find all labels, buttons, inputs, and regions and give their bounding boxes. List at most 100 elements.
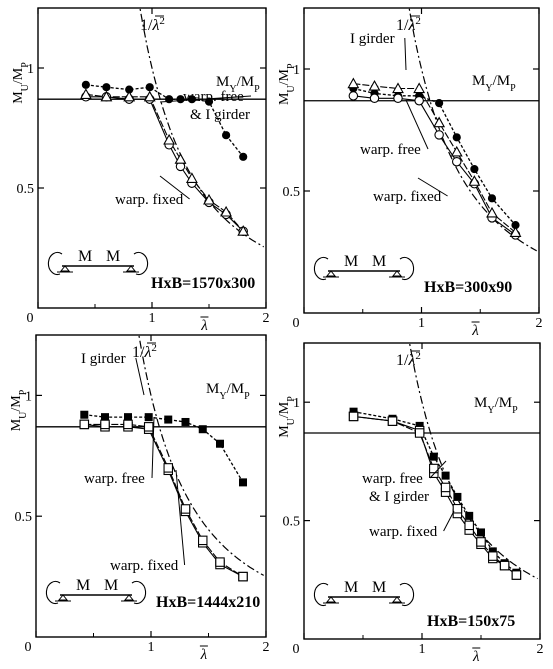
plot-frame xyxy=(303,7,540,314)
x-tick-label: 0 xyxy=(293,316,300,331)
data-point-series-1 xyxy=(181,417,190,426)
data-point-series-3 xyxy=(215,557,225,567)
annotation-2: warp. free xyxy=(84,416,155,487)
x-tick-label: 0 xyxy=(25,640,32,655)
x-tick-label: 1 xyxy=(418,316,425,331)
svg-text:M: M xyxy=(76,577,90,594)
y-tick-label: 0.5 xyxy=(283,515,301,530)
elastic-curve-label: 1/λ2 xyxy=(396,350,421,369)
data-point-series-3 xyxy=(486,206,498,218)
y-tick-label: 1 xyxy=(25,389,32,404)
curves xyxy=(304,8,539,252)
data-point-series-3 xyxy=(464,520,474,531)
svg-text:warp. free: warp. free xyxy=(183,89,244,105)
x-tick-label: 2 xyxy=(263,311,270,326)
data-point-series-3 xyxy=(347,77,360,89)
x-tick-label: 0 xyxy=(293,642,300,657)
elastic-curve-label: 1/λ2 xyxy=(140,15,165,34)
svg-text:warp. free: warp. free xyxy=(84,471,145,487)
curves xyxy=(304,343,540,580)
data-point-series-3 xyxy=(143,90,156,102)
annotation-3: warp. fixed xyxy=(369,510,455,540)
specimen-label: HxB=300x90 xyxy=(424,279,512,296)
x-tick-label: 2 xyxy=(263,640,270,655)
elastic-buckling-curve xyxy=(408,343,538,580)
data-point-series-2 xyxy=(434,130,444,140)
data-point-series-2 xyxy=(451,156,462,167)
data-point-series-3 xyxy=(499,560,510,571)
data-point-series-3 xyxy=(123,90,136,102)
data-point-series-2 xyxy=(393,93,403,104)
annotation-1: I girder xyxy=(350,31,407,71)
yield-moment-label: MY/MP xyxy=(206,381,250,402)
y-tick-label: 1 xyxy=(293,396,300,411)
y-axis-label: MU/MP xyxy=(277,63,297,105)
data-point-series-2 xyxy=(348,91,359,101)
annotation-2: & I girder xyxy=(369,489,429,505)
curves xyxy=(36,335,266,578)
svg-text:warp. fixed: warp. fixed xyxy=(373,189,442,205)
data-point-series-1 xyxy=(101,413,109,422)
x-axis-label: λ xyxy=(471,321,480,339)
svg-text:1/λ2: 1/λ2 xyxy=(140,15,165,34)
data-point-series-3 xyxy=(238,571,248,582)
x-axis-label: λ xyxy=(200,645,208,663)
elastic-curve-label: 1/λ2 xyxy=(396,15,421,34)
data-point-series-1 xyxy=(452,133,461,142)
data-point-series-1 xyxy=(145,83,154,92)
specimen-label: HxB=150x75 xyxy=(427,613,515,630)
data-point-series-3 xyxy=(387,416,398,426)
annotation-3: warp. fixed xyxy=(373,177,448,205)
data-point-series-2 xyxy=(369,93,380,104)
svg-text:1/λ2: 1/λ2 xyxy=(396,350,421,369)
svg-text:M: M xyxy=(372,253,386,270)
x-tick-label: 2 xyxy=(537,642,544,657)
data-point-series-3 xyxy=(100,90,113,102)
x-tick-label: 0 xyxy=(27,311,34,326)
curves xyxy=(38,8,266,248)
data-point-series-1 xyxy=(465,511,474,520)
svg-text:warp. fixed: warp. fixed xyxy=(110,558,179,574)
svg-text:I girder: I girder xyxy=(350,31,395,47)
x-axis-label: λ xyxy=(200,316,209,334)
data-point-series-1 xyxy=(239,478,247,487)
svg-text:λ: λ xyxy=(200,647,208,663)
yield-moment-label: MY/MP xyxy=(474,395,518,416)
data-point-series-1 xyxy=(222,131,231,140)
data-point-series-3 xyxy=(440,482,451,493)
svg-text:& I girder: & I girder xyxy=(190,107,250,123)
data-point-series-3 xyxy=(237,225,250,236)
data-point-series-3 xyxy=(348,411,359,422)
x-tick-label: 2 xyxy=(536,316,543,331)
series-line-3 xyxy=(85,93,244,232)
y-tick-label: 0.5 xyxy=(17,182,35,197)
specimen-label: HxB=1444x210 xyxy=(156,594,260,611)
data-point-series-1 xyxy=(470,164,479,174)
x-tick-label: 1 xyxy=(149,311,156,326)
chart-panel-3: 0 1 2 0.5 1 λ MU/MP 1/λ2 MY/MP I girder warp. free… xyxy=(9,334,270,663)
data-point-series-1 xyxy=(239,152,248,161)
data-point-series-1 xyxy=(453,492,462,501)
data-point-series-3 xyxy=(123,419,133,430)
y-tick-label: 1 xyxy=(27,62,34,77)
data-point-series-3 xyxy=(163,133,176,145)
annotation-3: warp. fixed xyxy=(115,175,190,208)
data-point-series-3 xyxy=(368,79,381,91)
data-point-series-3 xyxy=(163,463,174,473)
data-point-series-3 xyxy=(414,428,425,438)
y-axis-label: MU/MP xyxy=(9,389,29,431)
data-point-series-3 xyxy=(488,551,498,561)
svg-text:warp. fixed: warp. fixed xyxy=(115,192,184,208)
data-point-series-1 xyxy=(487,194,497,203)
elastic-buckling-curve xyxy=(138,335,264,576)
series-line-1 xyxy=(85,84,244,158)
chart-panel-4: 0 1 2 0.5 1 λ MU/MP 1/λ2 MY/MP warp. free & I gird… xyxy=(277,342,544,665)
data-point-series-1 xyxy=(81,80,90,89)
x-tick-label: 1 xyxy=(419,642,426,657)
data-point-series-1 xyxy=(441,471,450,480)
x-tick-label: 1 xyxy=(148,640,155,655)
y-tick-label: 0.5 xyxy=(15,510,33,525)
